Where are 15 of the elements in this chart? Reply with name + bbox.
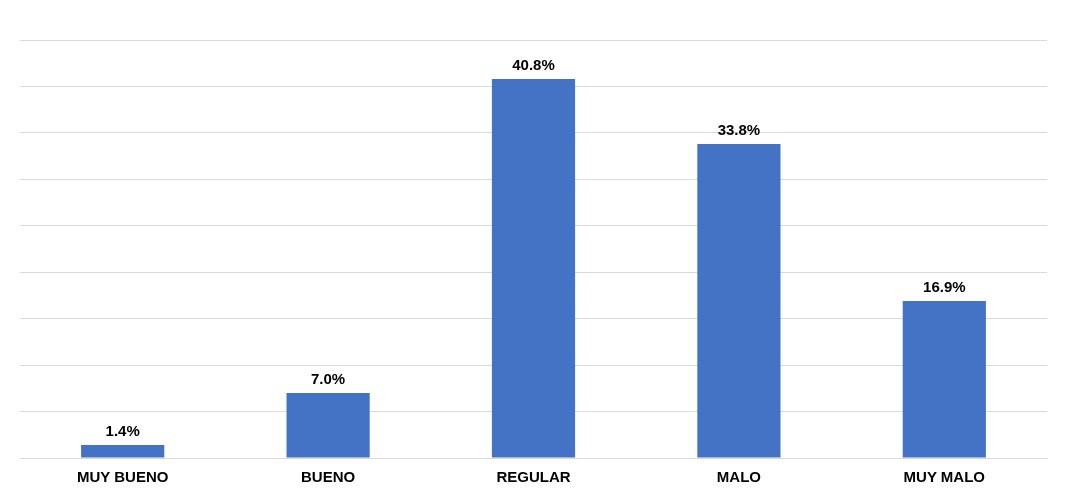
data-label: 33.8%	[717, 120, 761, 138]
x-tick-label: BUENO	[301, 468, 356, 486]
bar	[491, 79, 576, 458]
bar	[286, 392, 370, 458]
x-tick-label: MUY BUENO	[77, 468, 169, 486]
bar	[697, 144, 781, 458]
bar	[81, 445, 165, 458]
data-label: 7.0%	[311, 369, 346, 387]
data-label: 1.4%	[105, 421, 140, 439]
data-label: 16.9%	[923, 277, 966, 295]
x-tick-label: MALO	[716, 468, 762, 486]
data-label: 40.8%	[512, 55, 555, 73]
bar	[902, 301, 986, 458]
x-tick-label: MUY MALO	[903, 468, 986, 486]
x-tick-label: REGULAR	[496, 468, 571, 486]
